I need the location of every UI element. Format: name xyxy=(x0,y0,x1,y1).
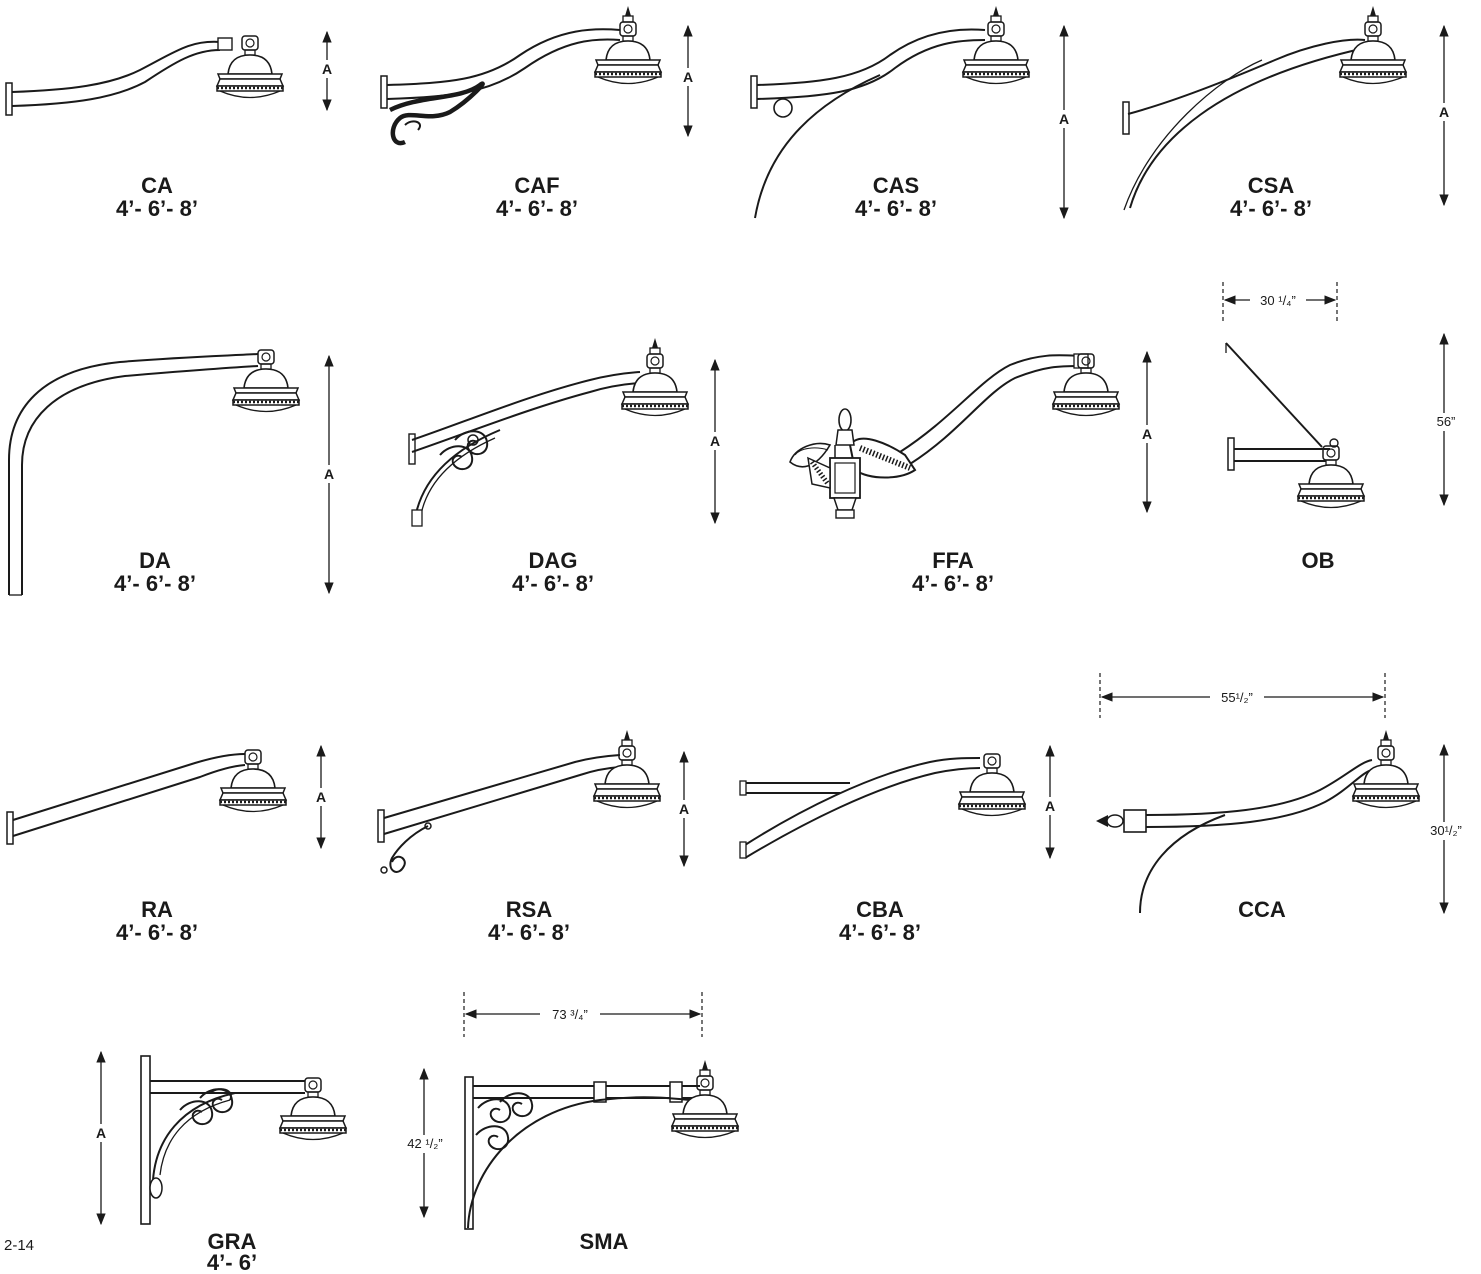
dim-da-arrow: A xyxy=(321,354,337,595)
dim-ob-height: 56” xyxy=(1437,414,1456,429)
arm-code-sma: SMA xyxy=(580,1229,629,1254)
arm-code-ca: CA xyxy=(141,173,173,198)
arm-code-csa: CSA xyxy=(1248,173,1295,198)
dim-caf-arrow: A xyxy=(680,24,696,138)
dim-a-label: A xyxy=(683,69,693,85)
arm-sizes-ca: 4’- 6’- 8’ xyxy=(116,196,198,221)
arm-sizes-caf: 4’- 6’- 8’ xyxy=(496,196,578,221)
arm-code-ra: RA xyxy=(141,897,173,922)
dim-a-label: A xyxy=(1059,111,1069,127)
arm-ra-drawing xyxy=(6,748,288,845)
arm-sizes-da: 4’- 6’- 8’ xyxy=(114,571,196,596)
dim-a-label: A xyxy=(679,801,689,817)
arm-sizes-cba: 4’- 6’- 8’ xyxy=(839,920,921,945)
arm-code-gra: GRA xyxy=(208,1229,257,1254)
arm-code-ffa: FFA xyxy=(932,548,974,573)
arm-code-caf: CAF xyxy=(514,173,559,198)
arm-sizes-cas: 4’- 6’- 8’ xyxy=(855,196,937,221)
dim-dag-arrow: A xyxy=(707,358,723,525)
dim-ob-height-arrow: 56” xyxy=(1430,332,1460,507)
arm-code-da: DA xyxy=(139,548,171,573)
arm-code-cca: CCA xyxy=(1238,897,1286,922)
arm-sizes-csa: 4’- 6’- 8’ xyxy=(1230,196,1312,221)
arm-sizes-dag: 4’- 6’- 8’ xyxy=(512,571,594,596)
arm-ca-drawing xyxy=(5,34,285,116)
arm-sizes-rsa: 4’- 6’- 8’ xyxy=(488,920,570,945)
arm-ob-drawing: 30 ¹/₄” xyxy=(1222,282,1366,509)
page-number: 2-14 xyxy=(4,1237,34,1254)
arm-sizes-ra: 4’- 6’- 8’ xyxy=(116,920,198,945)
arm-gra-drawing xyxy=(140,1055,348,1225)
arm-csa-drawing xyxy=(1122,4,1408,211)
arm-code-dag: DAG xyxy=(529,548,578,573)
dim-ob-width: 30 ¹/₄” xyxy=(1260,293,1296,308)
dim-a-label: A xyxy=(96,1125,106,1141)
arm-code-rsa: RSA xyxy=(506,897,553,922)
dim-sma-height: 42 ¹/₂” xyxy=(407,1136,442,1151)
arm-cas-drawing xyxy=(750,4,1031,219)
arm-da-drawing xyxy=(8,348,301,596)
dim-ca-arrow: A xyxy=(319,30,335,112)
dim-a-label: A xyxy=(1142,426,1152,442)
dim-gra-arrow: A xyxy=(93,1050,109,1226)
dim-cas-arrow: A xyxy=(1056,24,1072,220)
dim-sma-height-arrow: 42 ¹/₂” xyxy=(404,1067,446,1219)
dim-ra-arrow: A xyxy=(313,744,329,850)
dim-ffa-arrow: A xyxy=(1139,350,1155,514)
arm-caf-drawing xyxy=(380,4,663,146)
dim-a-label: A xyxy=(316,789,326,805)
arm-cca-drawing: 55¹/₂” xyxy=(1096,673,1421,914)
arm-code-ob: OB xyxy=(1302,548,1335,573)
arm-sizes-ffa: 4’- 6’- 8’ xyxy=(912,571,994,596)
arm-ffa-drawing xyxy=(789,352,1121,519)
dim-cca-height-arrow: 30¹/₂” xyxy=(1426,743,1466,915)
arm-sizes-gra: 4’- 6’ xyxy=(207,1250,257,1274)
arm-cba-drawing xyxy=(739,752,1027,859)
dim-a-label: A xyxy=(1439,104,1449,120)
dim-a-label: A xyxy=(710,433,720,449)
dim-csa-arrow: A xyxy=(1436,24,1452,207)
arm-code-cba: CBA xyxy=(856,897,904,922)
arm-dag-drawing xyxy=(408,336,690,527)
arm-code-cas: CAS xyxy=(873,173,919,198)
dim-a-label: A xyxy=(322,61,332,77)
dim-a-label: A xyxy=(1045,798,1055,814)
dim-cca-width: 55¹/₂” xyxy=(1221,690,1253,705)
dim-cca-height: 30¹/₂” xyxy=(1430,823,1462,838)
dim-cba-arrow: A xyxy=(1042,744,1058,860)
dim-a-label: A xyxy=(324,466,334,482)
arm-sma-drawing: 73 ³/₄” xyxy=(463,992,740,1230)
dim-rsa-arrow: A xyxy=(676,750,692,868)
arm-rsa-drawing xyxy=(377,728,662,874)
dim-sma-width: 73 ³/₄” xyxy=(552,1007,588,1022)
